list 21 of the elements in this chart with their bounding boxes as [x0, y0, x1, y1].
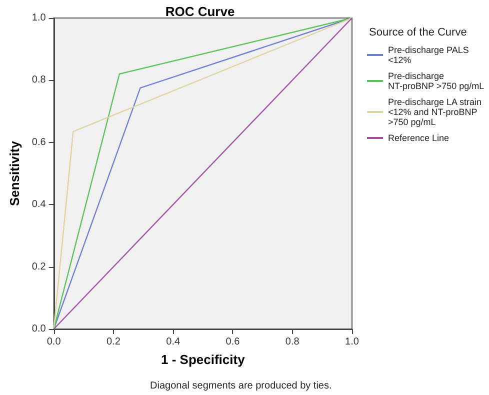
y-tick-label: 0.2: [32, 261, 46, 272]
x-tick-label: 0.6: [226, 336, 240, 348]
legend-label: Reference Line: [388, 133, 450, 143]
legend-label: Pre-discharge LA strain <12% and NT-proBNP >750 pg/mL: [388, 97, 484, 127]
chart-title: ROC Curve: [165, 4, 235, 19]
y-axis-title: Sensitivity: [7, 140, 22, 206]
y-tick-label: 1.0: [32, 12, 46, 24]
x-tick-label: 0.2: [106, 336, 121, 348]
x-tick-label: 0.8: [285, 336, 300, 348]
legend-label: Pre-discharge NT-proBNP >750 pg/mL: [388, 71, 484, 91]
text: Diagonal segments are produced by ties.: [150, 380, 332, 392]
y-tick-label: 0.6: [32, 136, 46, 148]
legend-label: Pre-discharge PALS <12%: [388, 45, 472, 65]
y-tick-label: 0.0: [32, 324, 46, 334]
legend-title: Source of the Curve: [369, 26, 467, 38]
y-tick-label: 0.8: [32, 74, 46, 86]
y-tick-label: 0.4: [32, 199, 46, 210]
x-tick-label: 0.0: [46, 336, 62, 348]
x-axis-title: 1 - Specificity: [160, 352, 246, 367]
x-tick-label: 0.4: [166, 336, 180, 348]
x-tick-label: 1.0: [345, 336, 360, 348]
